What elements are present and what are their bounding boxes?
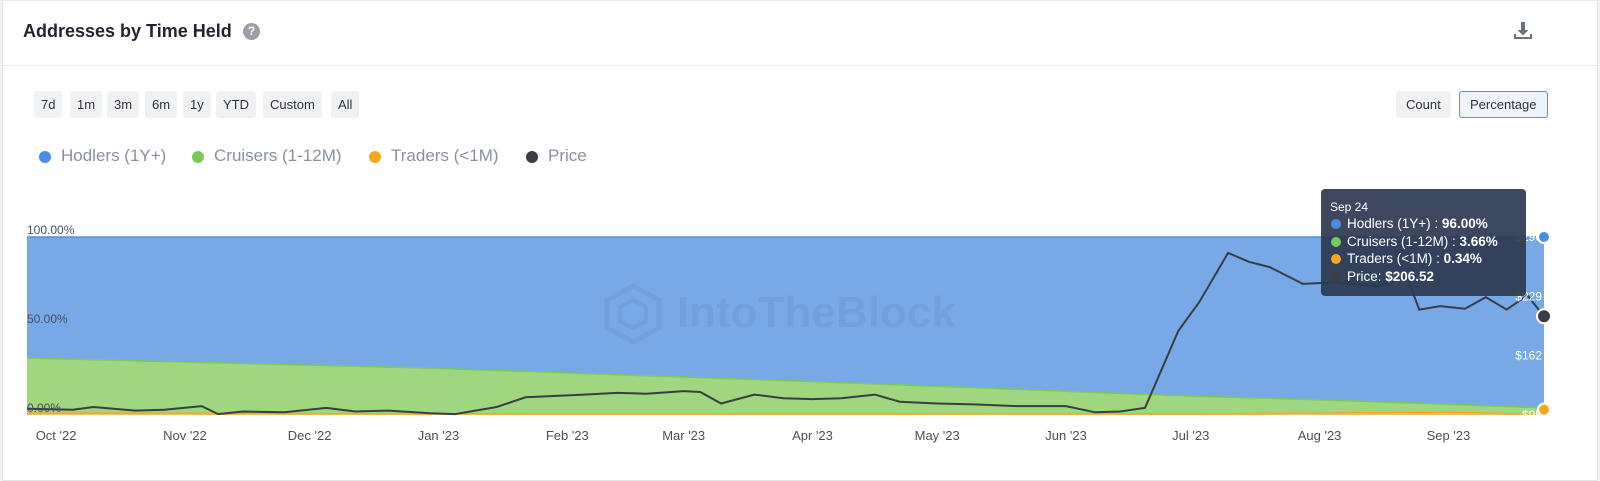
x-tick-label: Oct '22 [36,428,77,443]
cruisers-line [26,357,1540,409]
range-button-1y[interactable]: 1y [183,91,211,118]
legend-label-price: Price [548,146,587,165]
x-tick-label: Feb '23 [546,428,589,443]
traders-line [27,411,1540,416]
y-left-tick-label: 50.00% [27,312,68,326]
legend-dot-cruisers [192,151,204,163]
tooltip-label-cruisers: Cruisers (1-12M) : [1347,233,1460,249]
tooltip-row-hodlers: Hodlers (1Y+) : 96.00% [1330,216,1526,234]
tooltip-value-traders: 0.34% [1443,251,1482,266]
x-tick-label: Jan '23 [418,428,460,443]
x-tick-label: May '23 [915,428,960,443]
x-tick-label: Aug '23 [1298,428,1342,443]
tooltip-value-price: $206.52 [1385,268,1435,284]
hodlers-marker [1537,230,1551,244]
range-button-custom[interactable]: Custom [263,91,322,118]
traders-marker [1537,402,1551,417]
x-tick-label: Nov '22 [163,428,207,443]
tooltip-dot-price [1331,271,1341,282]
range-button-7d[interactable]: 7d [34,91,63,118]
range-button-1m[interactable]: 1m [70,91,103,118]
x-tick-label: Sep '23 [1427,428,1471,443]
question-circle-icon[interactable]: ? [243,23,260,40]
x-tick-label: Dec '22 [288,428,332,443]
legend-label-traders: Traders (<1M) [391,146,499,165]
legend-dot-hodlers [39,151,51,163]
card-header: Addresses by Time Held ? [3,1,1597,66]
percentage-toggle-button[interactable]: Percentage [1459,91,1548,118]
download-icon[interactable] [1511,19,1535,43]
tooltip-value-cruisers: 3.66% [1459,233,1498,249]
legend-label-hodlers: Hodlers (1Y+) [61,146,167,165]
tooltip-label-hodlers: Hodlers (1Y+) : [1347,216,1442,231]
range-button-all[interactable]: All [331,91,360,118]
tooltip-dot-hodlers [1331,219,1341,229]
chart-tooltip: Sep 24 Hodlers (1Y+) : 96.00% Cruisers (… [1321,189,1526,296]
tooltip-label-price: Price: [1347,268,1386,284]
range-button-6m[interactable]: 6m [145,91,178,118]
x-tick-label: Jul '23 [1172,428,1209,443]
y-right-tick-label: $162 [1515,349,1542,363]
x-tick-label: Mar '23 [662,428,705,443]
y-right-tick-label: $95 [1522,408,1542,422]
price-marker [1536,308,1552,325]
count-toggle-button[interactable]: Count [1396,91,1451,118]
x-tick-label: Apr '23 [792,428,833,443]
range-button-3m[interactable]: 3m [107,91,140,118]
tooltip-row-price: Price: $206.52 [1330,269,1526,287]
tooltip-value-hodlers: 96.00% [1441,216,1488,231]
watermark-text: IntoTheBlock [677,288,956,337]
tooltip-row-traders: Traders (<1M) : 0.34% [1330,251,1526,269]
chart-title: Addresses by Time Held [23,21,232,41]
tooltip-dot-traders [1331,254,1341,264]
x-tick-label: Jun '23 [1045,428,1087,443]
tooltip-row-cruisers: Cruisers (1-12M) : 3.66% [1330,234,1526,252]
range-button-ytd[interactable]: YTD [216,91,256,118]
legend-label-cruisers: Cruisers (1-12M) [214,146,342,165]
cruisers-area [27,358,1540,415]
tooltip-date: Sep 24 [1330,200,1369,214]
legend-dot-price [526,151,538,163]
y-left-tick-label: 100.00% [27,223,75,237]
tooltip-label-traders: Traders (<1M) : [1347,251,1444,266]
y-left-tick-label: 0.00% [27,401,61,415]
legend-dot-traders [369,151,381,163]
tooltip-dot-cruisers [1331,236,1341,247]
watermark-logo-icon [604,283,662,345]
